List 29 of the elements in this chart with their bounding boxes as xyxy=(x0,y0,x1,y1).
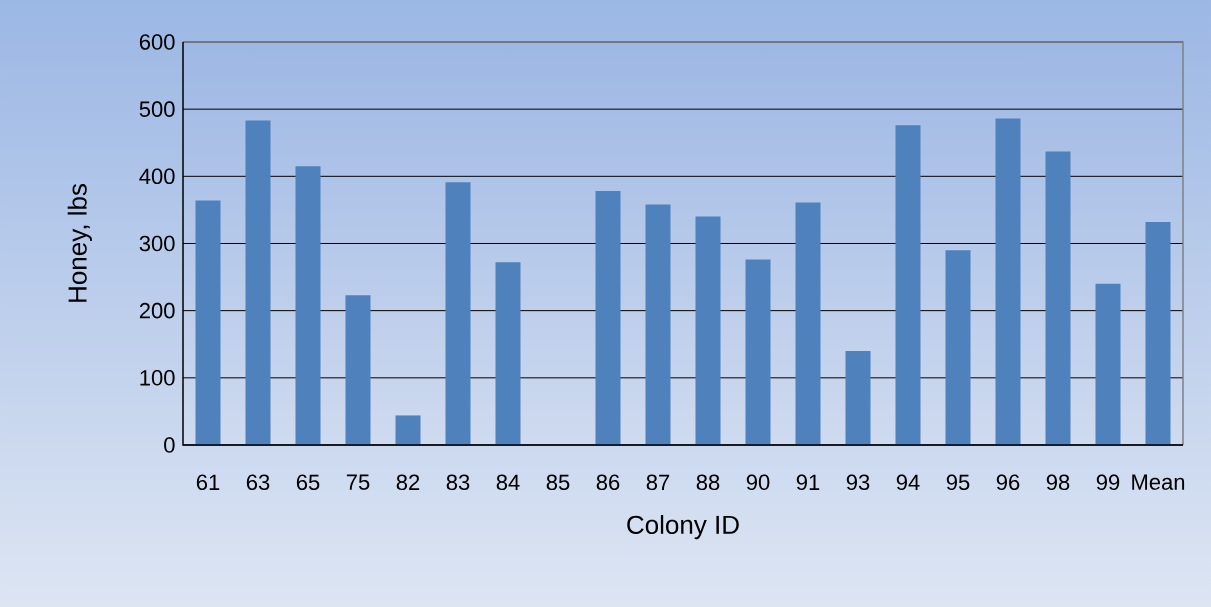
x-tick-label: 65 xyxy=(296,474,320,491)
x-tick-label: 93 xyxy=(846,474,870,491)
x-tick-label: 84 xyxy=(496,474,520,491)
y-tick-label: 600 xyxy=(139,34,175,50)
x-tick-label: 85 xyxy=(546,474,570,491)
x-tick-label: 98 xyxy=(1046,474,1070,491)
y-tick-label: 200 xyxy=(139,302,175,319)
x-tick-label: 86 xyxy=(596,474,620,491)
y-axis-title: Honey, lbs xyxy=(67,184,92,302)
y-tick-label: 100 xyxy=(140,370,175,386)
x-tick-label: 99 xyxy=(1096,474,1120,491)
x-tick-label: 75 xyxy=(346,474,370,490)
x-tick-label: 91 xyxy=(796,474,820,491)
x-tick-label: 96 xyxy=(996,474,1020,491)
x-axis-title: Colony ID xyxy=(627,514,739,540)
x-tick-label: 90 xyxy=(746,474,770,491)
x-tick-label: 94 xyxy=(896,474,920,491)
x-tick-label: Mean xyxy=(1132,474,1185,490)
x-tick-label: 88 xyxy=(696,474,720,491)
x-tick-label: 61 xyxy=(196,474,220,491)
x-tick-label: 87 xyxy=(646,474,670,491)
x-tick-label: 82 xyxy=(396,474,420,491)
x-tick-label: 95 xyxy=(946,474,970,491)
x-tick-label: 63 xyxy=(246,474,270,491)
y-tick-label: 500 xyxy=(139,101,175,117)
y-tick-label: 300 xyxy=(139,235,175,252)
x-tick-label: 83 xyxy=(446,474,470,491)
y-tick-label: 400 xyxy=(139,168,175,185)
y-tick-label: 0 xyxy=(164,437,175,453)
